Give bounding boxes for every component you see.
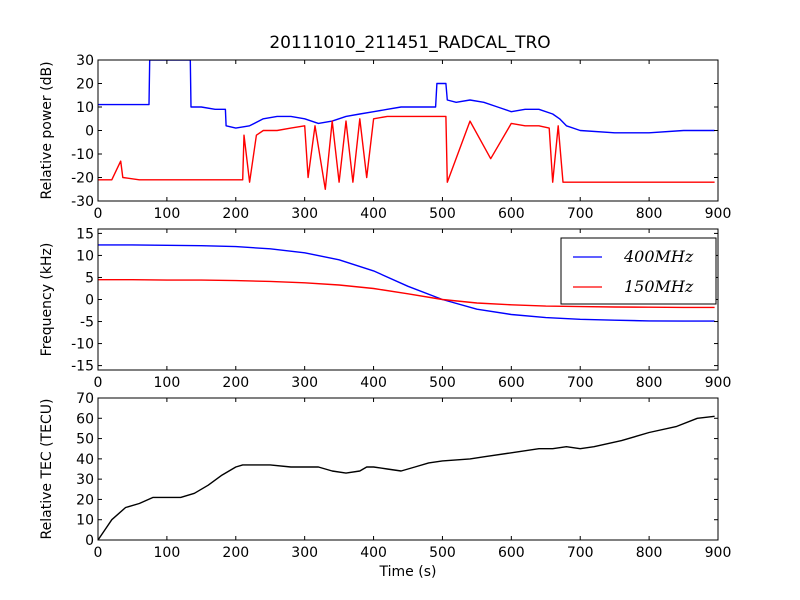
frequency-x-tick-label: 300 <box>291 375 318 391</box>
relative-tec-x-tick-label: 200 <box>222 545 249 561</box>
frequency-y-tick-label: 0 <box>85 293 94 309</box>
frequency-x-tick-label: 400 <box>360 375 387 391</box>
relative-tec-y-tick-label: 60 <box>76 411 94 427</box>
frequency-series-group <box>98 244 715 322</box>
relative-tec-x-tick-label: 600 <box>498 545 525 561</box>
frequency-y-tick-label: -10 <box>71 337 94 353</box>
relative-power-panel: 0 100 200 300 400 500 600 700 800 900 -30 -20 -10 0 10… <box>39 53 731 222</box>
relative-tec-x-tick-label: 0 <box>94 545 103 561</box>
frequency-x-tick-label: 800 <box>636 375 663 391</box>
relative-power-x-tick-label: 600 <box>498 206 525 222</box>
relative-power-x-tick-label: 800 <box>636 206 663 222</box>
frequency-x-tick-label: 0 <box>94 375 103 391</box>
legend-label-400mhz: 400MHz <box>623 247 694 266</box>
relative-tec-x-tick-label: 700 <box>567 545 594 561</box>
relative-tec-y-tick-label: 40 <box>76 452 94 468</box>
relative-tec-y-axis-label: Relative TEC (TECU) <box>39 399 55 540</box>
relative-power-x-tick-label: 500 <box>429 206 456 222</box>
frequency-x-tick-label: 500 <box>429 375 456 391</box>
relative-tec-y-tick-label: 0 <box>85 533 94 549</box>
relative-tec-y-tick-label: 50 <box>76 432 94 448</box>
frequency-y-tick-label: 5 <box>85 270 94 286</box>
relative-power-x-tick-label: 400 <box>360 206 387 222</box>
relative-power-series-line-1 <box>98 115 715 190</box>
relative-tec-series-group <box>98 415 715 540</box>
frequency-x-tick-label: 100 <box>154 375 181 391</box>
relative-tec-x-tick-label: 400 <box>360 545 387 561</box>
relative-tec-x-tick-label: 500 <box>429 545 456 561</box>
frequency-y-tick-label: -15 <box>71 359 94 375</box>
relative-power-y-tick-label: 10 <box>76 100 94 116</box>
frequency-series-line-0 <box>98 244 715 322</box>
relative-tec-y-tick-label: 70 <box>76 391 94 407</box>
relative-power-y-tick-label: 20 <box>76 77 94 93</box>
frequency-y-tick-label: -5 <box>80 315 94 331</box>
frequency-panel: 0 100 200 300 400 500 600 700 800 900 -15 -10 -5 0 5 10… <box>39 226 731 391</box>
frequency-x-tick-label: 600 <box>498 375 525 391</box>
relative-tec-axes-frame <box>97 397 719 541</box>
relative-power-y-tick-label: -20 <box>71 171 94 187</box>
relative-power-x-tick-label: 700 <box>567 206 594 222</box>
frequency-y-tick-label: 15 <box>76 226 94 242</box>
relative-power-x-tick-label: 100 <box>154 206 181 222</box>
relative-power-x-tick-label: 0 <box>94 206 103 222</box>
relative-tec-x-axis-label: Time (s) <box>379 564 437 580</box>
legend-box <box>560 237 717 305</box>
relative-power-x-tick-label: 200 <box>222 206 249 222</box>
frequency-series-line-1 <box>98 279 715 309</box>
relative-power-y-tick-label: -10 <box>71 147 94 163</box>
relative-power-series-line-0 <box>98 60 715 134</box>
frequency-y-axis-label: Frequency (kHz) <box>39 243 55 357</box>
relative-power-y-tick-label: 0 <box>85 124 94 140</box>
relative-tec-x-tick-label: 900 <box>705 545 732 561</box>
relative-tec-y-tick-label: 30 <box>76 472 94 488</box>
relative-tec-x-tick-label: 800 <box>636 545 663 561</box>
relative-tec-x-tick-label: 100 <box>154 545 181 561</box>
frequency-x-tick-label: 700 <box>567 375 594 391</box>
relative-power-y-tick-label: 30 <box>76 53 94 69</box>
relative-tec-panel: 0 100 200 300 400 500 600 700 800 900010203040506… <box>39 391 731 580</box>
relative-power-x-tick-label: 300 <box>291 206 318 222</box>
chart-title: 20111010_211451_RADCAL_TRO <box>269 33 550 53</box>
relative-power-x-tick-label: 900 <box>705 206 732 222</box>
legend-label-150mhz: 150MHz <box>624 277 694 296</box>
relative-power-y-axis-label: Relative power (dB) <box>39 61 55 199</box>
relative-tec-series-line-0 <box>98 415 715 540</box>
frequency-legend: 400MHz 150MHz <box>560 237 717 305</box>
relative-tec-x-tick-label: 300 <box>291 545 318 561</box>
relative-power-series-group <box>98 60 715 190</box>
frequency-x-tick-label: 900 <box>705 375 732 391</box>
relative-tec-y-tick-label: 20 <box>76 492 94 508</box>
frequency-x-tick-label: 200 <box>222 375 249 391</box>
relative-power-y-tick-label: -30 <box>71 194 94 210</box>
relative-tec-y-tick-label: 10 <box>76 513 94 529</box>
frequency-y-tick-label: 10 <box>76 248 94 264</box>
